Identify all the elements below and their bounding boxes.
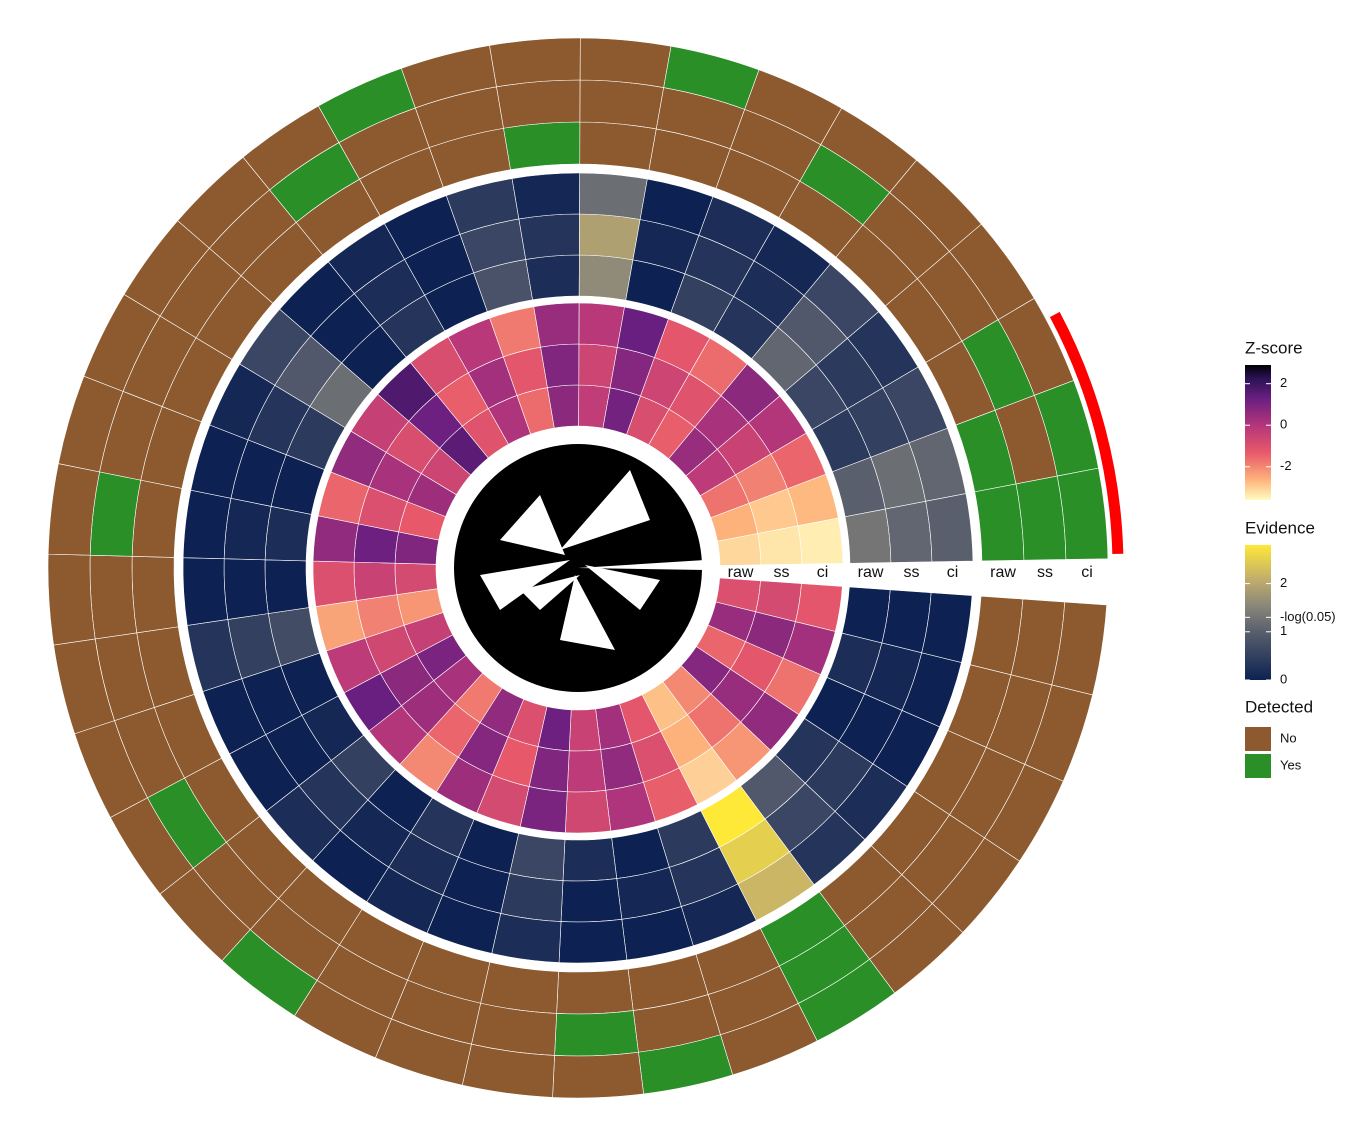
ring-label: raw [728,564,754,581]
heat-cell [525,254,580,301]
heat-cell [925,493,974,563]
heat-cell [89,554,138,640]
heat-cell [47,553,96,646]
legend-title: Detected [1245,697,1313,716]
heat-cell [223,558,269,620]
heat-cell [182,557,229,626]
legend-label: Yes [1280,757,1302,772]
heat-cell [353,561,398,601]
heat-cell [974,483,1025,562]
heat-cell [491,913,562,963]
ring-label: ss [1037,564,1053,581]
heat-cell [1056,467,1109,560]
heat-cell [844,508,892,564]
ring-label: raw [858,564,884,581]
heat-cell [841,586,891,644]
ring-label: raw [990,564,1016,581]
ring-label: ci [947,564,959,581]
legend-key [1245,754,1271,778]
ring-label: ci [1081,564,1093,581]
heat-cell [131,479,183,558]
heat-cell [264,559,310,614]
heat-cell [562,837,618,882]
legend-tick: 0 [1280,417,1287,432]
heat-cell [509,833,566,881]
heat-cell [797,517,844,565]
heat-cell [579,121,657,171]
heat-cell [579,172,648,220]
ring-label: ci [817,564,829,581]
heat-cell [578,302,625,348]
heat-cell [558,918,628,964]
legend-label: No [1280,730,1297,745]
heat-cell [568,708,601,752]
heat-cell [489,37,581,88]
heat-cell [1015,475,1067,561]
heat-cell [533,302,580,348]
colorbar [1245,365,1271,500]
heat-cell [564,789,612,834]
heat-cell [503,121,581,171]
heat-cell [554,1010,639,1057]
heat-cell [131,556,179,634]
highlight-arc [1049,311,1124,555]
heat-cell [223,497,272,561]
heat-cell [556,968,634,1015]
legend-key [1245,727,1271,751]
legend-tick: 1 [1280,623,1287,638]
heat-cell [500,873,564,922]
heat-cell [552,1051,644,1099]
legend: Z-score 2 0 -2 Evidence 2 -log(0.05)1 0 Detected… [1245,338,1336,778]
colorbar [1245,545,1271,680]
heat-cell [560,878,623,923]
heat-cell [579,213,641,261]
heat-cell [496,79,581,129]
heat-cell [182,489,232,560]
heat-cell [579,37,672,88]
legend-tick: -log(0.05) [1280,609,1336,624]
legend-tick: 0 [1280,671,1287,686]
legend-tick: 2 [1280,575,1287,590]
heat-cell [511,172,581,220]
heat-cell [264,505,312,562]
legend-tick: 2 [1280,375,1287,390]
heat-cell [566,749,607,793]
legend-tick: -2 [1280,458,1292,473]
rings: raw ss ci raw ss ci raw ss ci [47,37,1109,1099]
heat-cell [540,343,580,388]
ring-label: ss [904,564,920,581]
tree [454,444,705,692]
heat-cell [578,254,634,301]
heat-cell [518,213,580,260]
heat-cell [885,500,933,563]
legend-title: Evidence [1245,518,1315,537]
legend-title: Z-score [1245,338,1303,357]
heat-cell [579,79,665,130]
ring-label: ss [774,564,790,581]
heat-cell [312,560,357,607]
